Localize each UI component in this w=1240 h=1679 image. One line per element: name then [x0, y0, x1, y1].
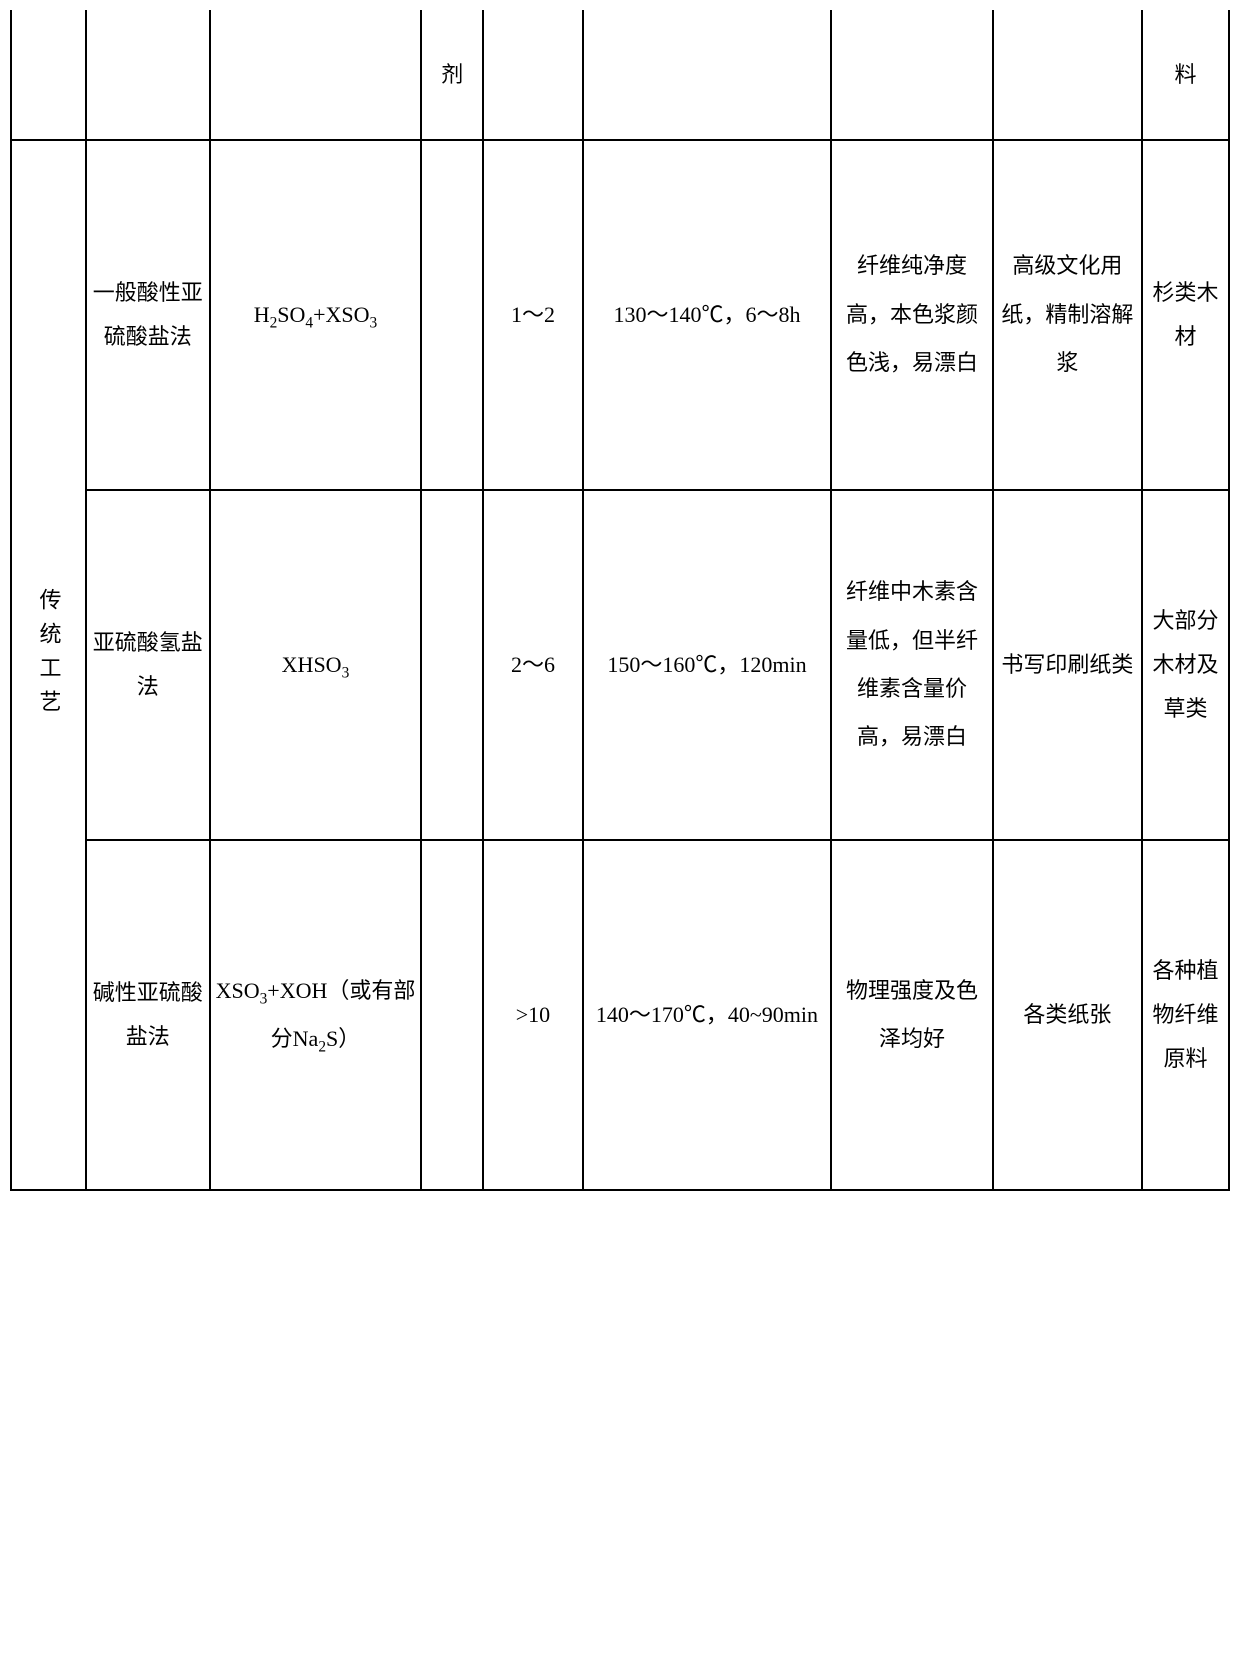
- cond-val: 130～140℃，6～8h: [613, 302, 800, 327]
- cond-cell: 150～160℃，120min: [583, 490, 832, 840]
- pulping-process-table: 剂 料 传统工艺 一般酸性亚硫酸盐法 H2SO4+XSO3 1～2 130～14…: [10, 10, 1230, 1191]
- ph-cell: 2～6: [483, 490, 582, 840]
- hdr-cell-empty-2: [86, 10, 210, 140]
- hdr-cell-empty-8: [993, 10, 1142, 140]
- use-val: 高级文化用纸，精制溶解浆: [1001, 253, 1133, 375]
- material-val: 各种植物纤维原料: [1152, 958, 1218, 1071]
- ph-cell: >10: [483, 840, 582, 1190]
- hdr-agent-label: 剂: [441, 62, 463, 87]
- cond-val: 150～160℃，120min: [607, 652, 806, 677]
- hdr-material-label: 料: [1174, 62, 1196, 87]
- material-cell: 杉类木材: [1142, 140, 1229, 490]
- hdr-cell-material: 料: [1142, 10, 1229, 140]
- chem-cell: H2SO4+XSO3: [210, 140, 421, 490]
- method-label: 一般酸性亚硫酸盐法: [93, 280, 203, 349]
- use-cell: 各类纸张: [993, 840, 1142, 1190]
- cond-val: 140～170℃，40~90min: [596, 1002, 818, 1027]
- hdr-cell-empty-1: [11, 10, 86, 140]
- ph-val: 2～6: [511, 652, 555, 677]
- hdr-cell-empty-5: [483, 10, 582, 140]
- use-val: 各类纸张: [1023, 1002, 1111, 1027]
- char-cell: 物理强度及色泽均好: [831, 840, 993, 1190]
- chem-formula: XHSO3: [282, 652, 350, 677]
- hdr-cell-agent: 剂: [421, 10, 483, 140]
- ph-cell: 1～2: [483, 140, 582, 490]
- table-header-continuation: 剂 料: [11, 10, 1229, 140]
- method-label: 碱性亚硫酸盐法: [93, 980, 203, 1049]
- method-cell: 一般酸性亚硫酸盐法: [86, 140, 210, 490]
- ph-val: 1～2: [511, 302, 555, 327]
- material-cell: 大部分木材及草类: [1142, 490, 1229, 840]
- material-val: 大部分木材及草类: [1152, 608, 1218, 721]
- cond-cell: 140～170℃，40~90min: [583, 840, 832, 1190]
- char-val: 纤维纯净度高，本色浆颜色浅，易漂白: [846, 253, 978, 375]
- chem-cell: XSO3+XOH（或有部分Na2S）: [210, 840, 421, 1190]
- category-label: 传统工艺: [24, 588, 72, 724]
- agent-cell: [421, 140, 483, 490]
- hdr-cell-empty-7: [831, 10, 993, 140]
- chem-cell: XHSO3: [210, 490, 421, 840]
- table-row: 碱性亚硫酸盐法 XSO3+XOH（或有部分Na2S） >10 140～170℃，…: [11, 840, 1229, 1190]
- use-cell: 高级文化用纸，精制溶解浆: [993, 140, 1142, 490]
- category-cell: 传统工艺: [11, 140, 86, 1190]
- char-val: 纤维中木素含量低，但半纤维素含量价高，易漂白: [846, 579, 978, 749]
- hdr-cell-empty-6: [583, 10, 832, 140]
- material-val: 杉类木材: [1152, 280, 1218, 349]
- cond-cell: 130～140℃，6～8h: [583, 140, 832, 490]
- table-row: 亚硫酸氢盐法 XHSO3 2～6 150～160℃，120min 纤维中木素含量…: [11, 490, 1229, 840]
- chem-formula: H2SO4+XSO3: [254, 302, 378, 327]
- ph-val: >10: [516, 1002, 550, 1027]
- method-cell: 亚硫酸氢盐法: [86, 490, 210, 840]
- material-cell: 各种植物纤维原料: [1142, 840, 1229, 1190]
- use-cell: 书写印刷纸类: [993, 490, 1142, 840]
- use-val: 书写印刷纸类: [1001, 652, 1133, 677]
- method-label: 亚硫酸氢盐法: [93, 630, 203, 699]
- char-cell: 纤维纯净度高，本色浆颜色浅，易漂白: [831, 140, 993, 490]
- hdr-cell-empty-3: [210, 10, 421, 140]
- chem-formula: XSO3+XOH（或有部分Na2S）: [216, 978, 416, 1051]
- agent-cell: [421, 490, 483, 840]
- method-cell: 碱性亚硫酸盐法: [86, 840, 210, 1190]
- char-val: 物理强度及色泽均好: [846, 978, 978, 1051]
- table-row: 传统工艺 一般酸性亚硫酸盐法 H2SO4+XSO3 1～2 130～140℃，6…: [11, 140, 1229, 490]
- char-cell: 纤维中木素含量低，但半纤维素含量价高，易漂白: [831, 490, 993, 840]
- agent-cell: [421, 840, 483, 1190]
